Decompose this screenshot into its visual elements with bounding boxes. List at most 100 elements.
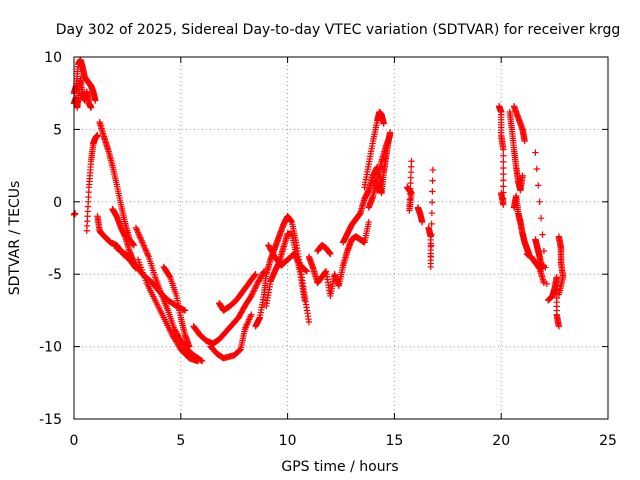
series-trace-d bbox=[83, 131, 101, 234]
data-point bbox=[542, 264, 549, 271]
data-point bbox=[92, 97, 99, 104]
data-point bbox=[71, 210, 79, 217]
data-point bbox=[521, 137, 528, 145]
axis-ticks bbox=[73, 56, 609, 420]
data-point bbox=[302, 267, 310, 274]
data-point bbox=[408, 163, 415, 170]
data-point bbox=[253, 282, 260, 289]
series-trace-q bbox=[265, 242, 311, 275]
series-trace-aa bbox=[495, 103, 507, 208]
x-axis-label: GPS time / hours bbox=[281, 459, 398, 475]
data-point bbox=[407, 168, 415, 176]
data-point bbox=[380, 120, 387, 127]
series-trace-z bbox=[425, 166, 437, 271]
data-point bbox=[406, 207, 413, 214]
y-tick-label: 10 bbox=[44, 50, 62, 66]
series-trace-ah bbox=[555, 233, 567, 298]
data-point bbox=[427, 252, 435, 260]
data-point bbox=[500, 170, 507, 178]
data-point bbox=[253, 281, 261, 288]
data-point bbox=[248, 311, 255, 318]
series-trace-i bbox=[132, 224, 206, 365]
data-points bbox=[70, 56, 567, 365]
data-point bbox=[540, 247, 548, 255]
series-trace-ad bbox=[510, 192, 533, 258]
series-trace-j bbox=[134, 256, 202, 365]
series-trace-c bbox=[70, 210, 79, 219]
x-tick-label: 20 bbox=[492, 433, 510, 449]
data-point bbox=[365, 218, 372, 226]
data-point bbox=[303, 268, 311, 275]
data-point bbox=[536, 198, 543, 205]
data-point bbox=[252, 284, 259, 291]
series-trace-b bbox=[70, 75, 95, 111]
data-point bbox=[543, 280, 550, 288]
y-tick-label: -5 bbox=[48, 267, 62, 283]
data-point bbox=[181, 307, 189, 314]
data-point bbox=[500, 146, 507, 153]
data-point bbox=[248, 292, 255, 300]
data-point bbox=[537, 215, 545, 222]
y-tick-label: -10 bbox=[39, 340, 62, 356]
series-trace-m bbox=[207, 311, 255, 362]
x-tick-labels: 0 5 10 15 20 25 bbox=[70, 433, 617, 449]
data-point bbox=[386, 131, 394, 139]
data-point bbox=[130, 242, 138, 249]
data-point bbox=[248, 291, 256, 298]
series-trace-x bbox=[404, 158, 415, 214]
y-tick-label: -15 bbox=[39, 412, 62, 428]
y-axis-label: SDTVAR / TECUs bbox=[7, 181, 23, 296]
data-point bbox=[251, 271, 259, 279]
series-trace-p bbox=[263, 230, 308, 310]
x-tick-label: 25 bbox=[599, 433, 617, 449]
chart-title: Day 302 of 2025, Sidereal Day-to-day VTE… bbox=[56, 22, 621, 38]
data-point bbox=[250, 286, 258, 294]
series-trace-u bbox=[361, 108, 387, 191]
x-tick-label: 0 bbox=[70, 433, 79, 449]
data-point bbox=[555, 291, 563, 298]
data-point bbox=[428, 231, 435, 238]
data-point bbox=[428, 220, 435, 228]
data-point bbox=[408, 158, 415, 165]
data-point bbox=[427, 263, 434, 271]
data-point bbox=[429, 166, 437, 174]
series-trace-y bbox=[414, 204, 426, 226]
data-point bbox=[194, 357, 202, 365]
data-point bbox=[500, 152, 507, 159]
series-trace-w bbox=[365, 131, 394, 211]
plot-frame bbox=[73, 56, 609, 420]
data-point bbox=[555, 323, 563, 330]
series-trace-s bbox=[314, 242, 334, 258]
series-trace-f bbox=[96, 118, 138, 249]
data-point bbox=[427, 242, 435, 249]
data-point bbox=[500, 177, 507, 184]
data-point bbox=[94, 131, 101, 139]
data-point bbox=[406, 196, 414, 203]
data-point bbox=[407, 179, 414, 187]
data-point bbox=[519, 172, 526, 179]
data-point bbox=[406, 201, 413, 209]
data-point bbox=[252, 271, 259, 278]
x-tick-label: 10 bbox=[279, 433, 297, 449]
data-point bbox=[406, 190, 414, 198]
x-tick-label: 5 bbox=[176, 433, 185, 449]
series-trace-ag bbox=[532, 149, 563, 330]
y-tick-label: 5 bbox=[53, 122, 62, 138]
data-point bbox=[305, 318, 313, 326]
series-trace-a bbox=[70, 56, 99, 104]
series-trace-r bbox=[305, 218, 372, 300]
data-point bbox=[418, 218, 426, 226]
data-point bbox=[429, 188, 436, 195]
series-trace-ab bbox=[506, 108, 526, 194]
data-point bbox=[532, 149, 539, 156]
data-point bbox=[236, 346, 244, 354]
x-tick-label: 15 bbox=[385, 433, 403, 449]
grid-lines bbox=[74, 57, 608, 419]
data-point bbox=[407, 174, 414, 181]
series-trace-ac bbox=[510, 103, 528, 145]
data-point bbox=[535, 182, 542, 189]
data-point bbox=[428, 209, 436, 217]
data-point bbox=[249, 289, 256, 297]
data-point bbox=[428, 199, 436, 206]
